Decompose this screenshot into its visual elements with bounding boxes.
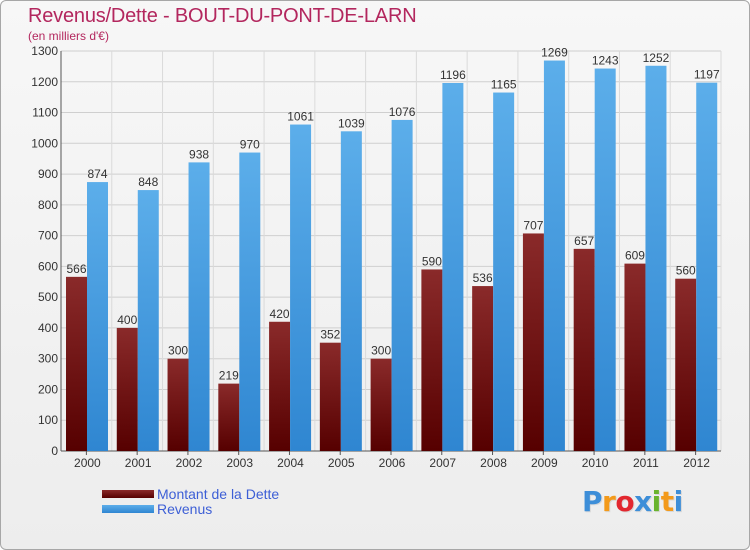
revenue-value-label: 1165 xyxy=(491,78,517,92)
revenue-value-label: 1039 xyxy=(338,116,365,130)
y-tick-label: 900 xyxy=(38,167,58,181)
debt-bar xyxy=(472,286,494,451)
revenue-value-label: 1252 xyxy=(643,51,670,65)
y-tick-label: 800 xyxy=(38,198,58,212)
y-tick-label: 600 xyxy=(38,259,58,273)
revenue-value-label: 1269 xyxy=(541,46,568,60)
y-tick-label: 0 xyxy=(51,444,58,458)
x-tick-label: 2005 xyxy=(328,456,355,470)
revenue-bar xyxy=(645,65,667,452)
axes: 0 100 200 300 400 500 600 700 800 900 1000 1100 1200… xyxy=(31,44,721,470)
revenue-value-label: 970 xyxy=(240,138,260,152)
debt-bar xyxy=(269,321,291,451)
debt-value-label: 400 xyxy=(117,313,137,327)
revenue-bar xyxy=(391,119,413,451)
debt-value-label: 566 xyxy=(66,262,86,276)
debt-bar xyxy=(319,342,341,451)
debt-bar xyxy=(218,383,240,451)
x-tick-label: 2012 xyxy=(683,456,710,470)
logo-letter: o xyxy=(615,485,635,518)
revenue-bar xyxy=(137,190,159,452)
debt-value-label: 609 xyxy=(625,249,645,263)
debt-bar xyxy=(167,358,189,451)
x-tick-label: 2000 xyxy=(74,456,101,470)
x-tick-label: 2003 xyxy=(226,456,253,470)
revenue-bar xyxy=(696,82,718,451)
logo-letter: P xyxy=(582,485,603,518)
y-tick-label: 1000 xyxy=(31,136,58,150)
y-tick-label: 400 xyxy=(38,321,58,335)
legend-label-dette: Montant de la Dette xyxy=(157,486,280,502)
chart-subtitle: (en milliers d'€) xyxy=(28,29,109,43)
debt-value-label: 590 xyxy=(422,254,442,268)
revenue-bar xyxy=(543,60,565,452)
logo-letter: t xyxy=(660,485,674,518)
revenue-value-label: 1197 xyxy=(694,68,720,82)
y-tick-label: 200 xyxy=(38,382,58,396)
x-tick-label: 2002 xyxy=(176,456,203,470)
revenue-value-label: 938 xyxy=(189,147,209,161)
debt-value-label: 707 xyxy=(523,218,543,232)
y-tick-label: 700 xyxy=(38,229,58,243)
y-tick-label: 1200 xyxy=(31,75,58,89)
x-tick-label: 2006 xyxy=(379,456,406,470)
debt-value-label: 300 xyxy=(371,344,391,358)
data-labels: 566 874 400 848 300 938 219 970 420 1061 352 1039 30… xyxy=(66,46,719,383)
x-tick-label: 2001 xyxy=(125,456,152,470)
logo-letter: x xyxy=(634,485,652,518)
revenue-bar xyxy=(188,162,210,451)
debt-bar xyxy=(624,263,646,451)
legend-swatch-revenus xyxy=(102,505,154,513)
debt-value-label: 560 xyxy=(676,264,696,278)
debt-bar xyxy=(675,278,697,451)
revenue-bar xyxy=(340,131,362,452)
x-tick-label: 2011 xyxy=(633,456,659,470)
revenue-value-label: 874 xyxy=(87,167,107,181)
debt-bar xyxy=(370,358,392,451)
debt-bar xyxy=(66,276,87,451)
debt-bar xyxy=(522,233,544,451)
x-tick-label: 2009 xyxy=(531,456,558,470)
logo-letter: i xyxy=(673,485,684,518)
debt-value-label: 657 xyxy=(574,234,594,248)
bars xyxy=(66,60,718,452)
revenue-bar xyxy=(442,83,464,451)
x-tick-label: 2008 xyxy=(480,456,507,470)
legend-label-revenus: Revenus xyxy=(157,501,213,517)
y-tick-label: 300 xyxy=(38,352,58,366)
y-tick-label: 100 xyxy=(38,413,58,427)
debt-bar xyxy=(116,327,138,451)
x-tick-label: 2007 xyxy=(429,456,456,470)
y-tick-label: 1300 xyxy=(31,44,58,58)
x-tick-label: 2010 xyxy=(582,456,609,470)
revenue-value-label: 848 xyxy=(138,175,158,189)
x-tick-label: 2004 xyxy=(277,456,304,470)
revenue-value-label: 1076 xyxy=(389,105,416,119)
chart-title: Revenus/Dette - BOUT-DU-PONT-DE-LARN xyxy=(28,5,417,27)
revenue-value-label: 1243 xyxy=(592,54,619,68)
proxiti-logo: Proxiti xyxy=(582,485,683,518)
logo-letter: r xyxy=(602,485,616,518)
debt-value-label: 352 xyxy=(320,328,340,342)
logo-letter: i xyxy=(651,485,662,518)
debt-value-label: 536 xyxy=(473,271,493,285)
revenue-bar xyxy=(87,182,108,452)
revenue-value-label: 1196 xyxy=(440,68,466,82)
revenue-bar xyxy=(290,124,312,452)
y-tick-label: 500 xyxy=(38,290,58,304)
debt-value-label: 300 xyxy=(168,344,188,358)
debt-bar xyxy=(421,269,443,451)
y-tick-label: 1100 xyxy=(32,106,58,120)
revenue-value-label: 1061 xyxy=(287,110,314,124)
debt-value-label: 219 xyxy=(219,369,239,383)
legend-swatch-dette xyxy=(102,490,154,498)
debt-value-label: 420 xyxy=(270,307,290,321)
revenue-bar xyxy=(239,152,261,452)
revenue-bar xyxy=(594,68,616,452)
debt-bar xyxy=(573,248,595,451)
revenue-bar xyxy=(493,92,515,452)
